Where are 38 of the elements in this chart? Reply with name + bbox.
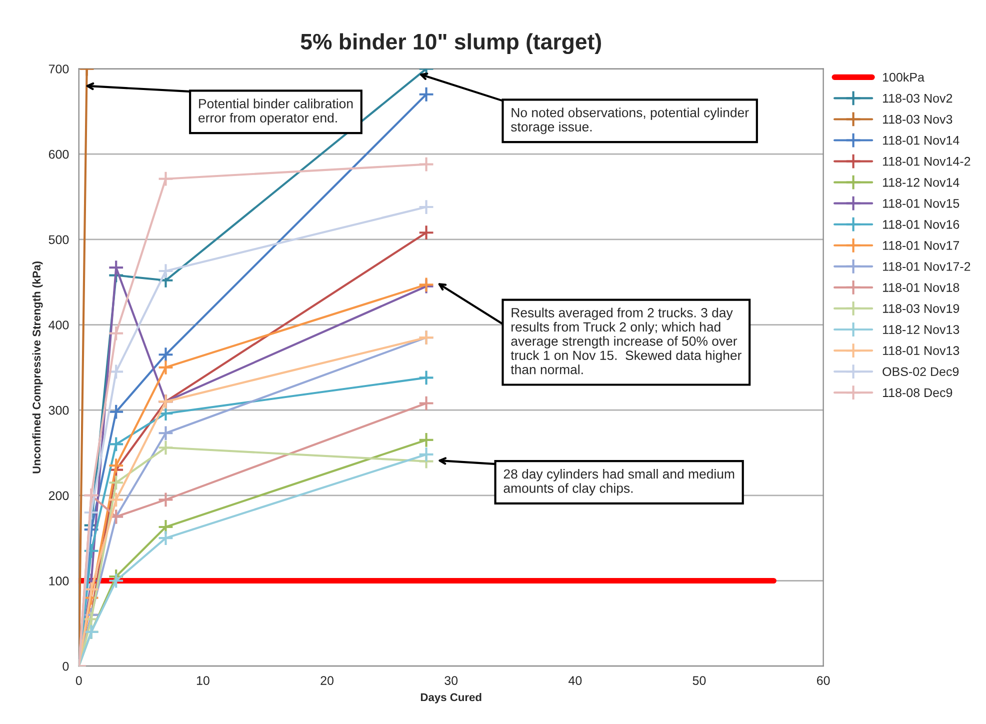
x-tick-label: 60 (816, 676, 830, 685)
x-tick-label: 50 (692, 676, 706, 685)
legend-label: 118-01 Nov15 (883, 198, 960, 208)
x-tick-label: 40 (568, 676, 582, 685)
x-tick-label: 0 (76, 676, 82, 685)
x-axis-title: Days Cured (420, 693, 482, 704)
annotation: Results averaged from 2 trucks. 3 day results from Truck 2 only; which had average strength increase of 50% over truck 1 on Nov 15. Skewed data higher than normal. (510, 308, 742, 374)
legend-label: 118-01 Nov13 (883, 346, 960, 356)
annotation: 28 day cylinders had small and medium amounts of clay chips. (504, 468, 734, 496)
legend-label: 118-01 Nov18 (883, 283, 960, 292)
annotation: Potential binder calibration error from operator end. (198, 98, 353, 126)
y-tick-label: 400 (48, 320, 69, 330)
y-tick-label: 700 (48, 64, 69, 74)
legend-label: 118-01 Nov17-2 (883, 262, 970, 271)
x-tick-label: 10 (196, 676, 210, 685)
x-tick-label: 20 (320, 676, 334, 685)
y-tick-label: 0 (62, 662, 69, 671)
y-axis-title: Unconfined Compressive Strength (kPa) (32, 261, 43, 474)
legend-label: 118-03 Nov3 (883, 114, 952, 124)
y-tick-label: 500 (48, 235, 69, 244)
y-tick-label: 100 (49, 576, 69, 586)
y-tick-label: 300 (48, 406, 69, 415)
legend-label: 118-01 Nov14 (883, 136, 960, 145)
legend-label: 118-08 Dec9 (883, 388, 952, 398)
legend-label: 118-01 Nov17 (883, 241, 960, 250)
legend-label: 118-01 Nov14-2 (883, 156, 970, 166)
legend-label: 118-03 Nov19 (883, 304, 960, 313)
legend-label: OBS-02 Dec9 (882, 367, 959, 376)
x-tick-label: 30 (444, 676, 458, 685)
y-tick-label: 600 (48, 150, 69, 159)
legend-label: 118-01 Nov16 (883, 220, 960, 229)
y-tick-label: 200 (48, 491, 69, 500)
chart-title: 5% binder 10" slump (target) (300, 33, 601, 54)
annotation: No noted observations, potential cylinder storage issue. (511, 108, 749, 134)
legend-label: 100kPa (883, 72, 924, 82)
legend-label: 118-03 Nov2 (883, 94, 952, 103)
legend-label: 118-12 Nov13 (883, 325, 960, 334)
legend-label: 118-12 Nov14 (883, 178, 960, 187)
